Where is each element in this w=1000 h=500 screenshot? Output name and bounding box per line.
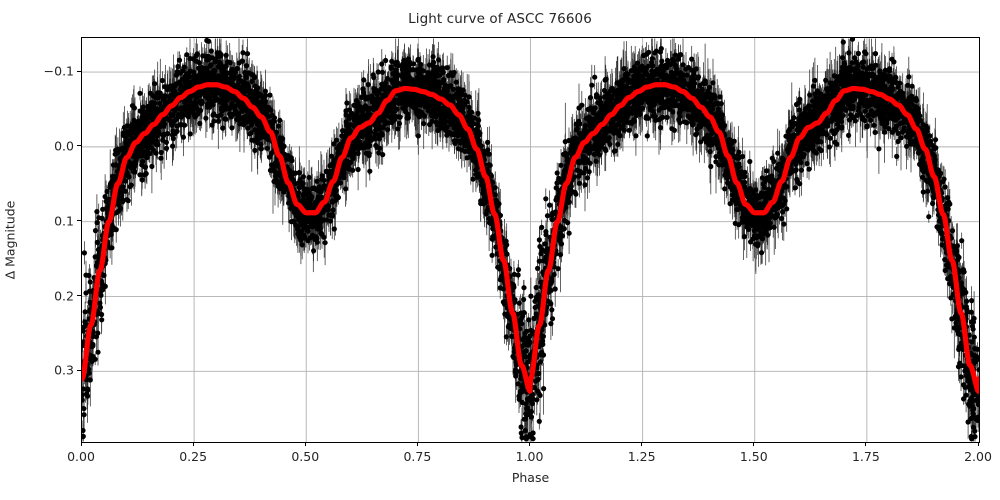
x-tick-mark [529,442,531,446]
y-tick-mark [77,145,81,147]
plot-canvas [82,38,979,442]
x-tick-label: 0.75 [403,449,432,464]
x-tick-label: 0.25 [179,449,208,464]
x-tick-label: 1.25 [627,449,656,464]
x-tick-mark [865,442,867,446]
x-tick-mark [753,442,755,446]
x-tick-mark [192,442,194,446]
x-tick-mark [641,442,643,446]
y-axis-label: Δ Magnitude [2,200,18,280]
x-tick-mark [977,442,979,446]
y-tick-label: −0.1 [43,63,74,79]
x-tick-mark [80,442,82,446]
y-tick-label: 0.3 [54,362,74,378]
y-tick-mark [77,70,81,72]
x-tick-label: 0.00 [67,449,95,464]
x-tick-label: 1.50 [739,449,768,464]
y-tick-label: 0.0 [54,138,74,154]
x-axis-label: Phase [511,470,550,485]
y-tick-label: 0.1 [54,213,74,229]
x-tick-label: 1.00 [515,449,544,464]
y-tick-mark [77,220,81,222]
x-tick-mark [416,442,418,446]
plot-area[interactable] [81,37,980,443]
x-tick-label: 0.50 [291,449,320,464]
y-axis-ticks: −0.1 0.0 0.1 0.2 0.3 [0,0,74,500]
x-tick-label: 2.00 [964,449,992,464]
light-curve-plot [82,38,979,442]
x-tick-mark [304,442,306,446]
chart-title: Light curve of ASCC 76606 [408,11,592,27]
y-tick-label: 0.2 [54,288,74,304]
model-curve [82,82,979,394]
y-tick-mark [77,295,81,297]
x-tick-label: 1.75 [851,449,880,464]
y-tick-mark [77,369,81,371]
